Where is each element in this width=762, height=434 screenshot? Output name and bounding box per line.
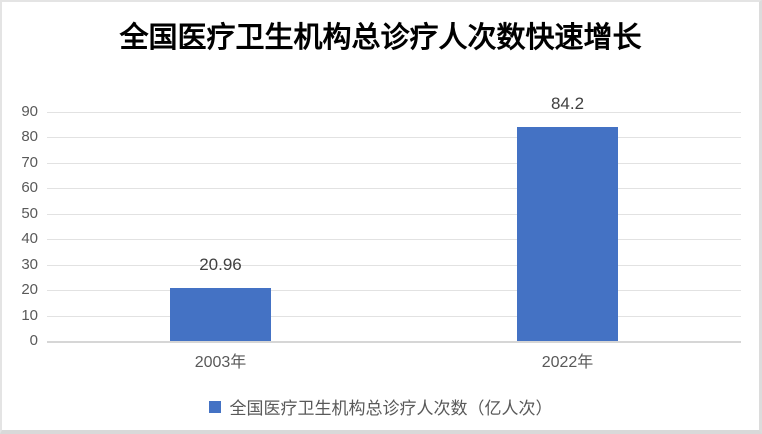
- gridline-70: [47, 162, 741, 164]
- legend: 全国医疗卫生机构总诊疗人次数（亿人次）: [2, 394, 759, 419]
- y-tick-label-60: 60: [21, 179, 38, 197]
- y-tick-label-80: 80: [21, 128, 38, 146]
- x-tick-label-2003年: 2003年: [194, 354, 247, 371]
- gridline-20: [47, 290, 741, 292]
- gridline-40: [47, 239, 741, 241]
- legend-label: 全国医疗卫生机构总诊疗人次数（亿人次）: [229, 399, 553, 418]
- y-tick-label-10: 10: [21, 306, 38, 324]
- y-tick-label-90: 90: [21, 103, 38, 120]
- gridline-60: [47, 188, 741, 190]
- bar-2003年: [170, 287, 271, 341]
- gridline-10: [47, 315, 741, 317]
- y-tick-label-0: 0: [29, 332, 38, 349]
- y-tick-label-70: 70: [21, 153, 38, 171]
- y-tick-label-30: 30: [21, 255, 38, 273]
- data-label-2022年: 84.2: [550, 93, 585, 113]
- chart-title: 全国医疗卫生机构总诊疗人次数快速增长: [119, 22, 642, 54]
- x-tick-label-2022年: 2022年: [541, 354, 594, 371]
- y-tick-label-20: 20: [21, 281, 38, 299]
- gridline-80: [47, 137, 741, 139]
- y-tick-label-40: 40: [21, 230, 38, 248]
- y-tick-label-50: 50: [21, 204, 38, 222]
- gridline-30: [47, 264, 741, 266]
- gridline-90: [47, 112, 741, 113]
- data-label-2003年: 20.96: [199, 254, 242, 274]
- x-axis-line: [47, 341, 741, 343]
- bar-2022年: [517, 126, 618, 341]
- plot-area: [47, 112, 741, 341]
- legend-marker-icon: [208, 400, 221, 413]
- gridline-50: [47, 213, 741, 215]
